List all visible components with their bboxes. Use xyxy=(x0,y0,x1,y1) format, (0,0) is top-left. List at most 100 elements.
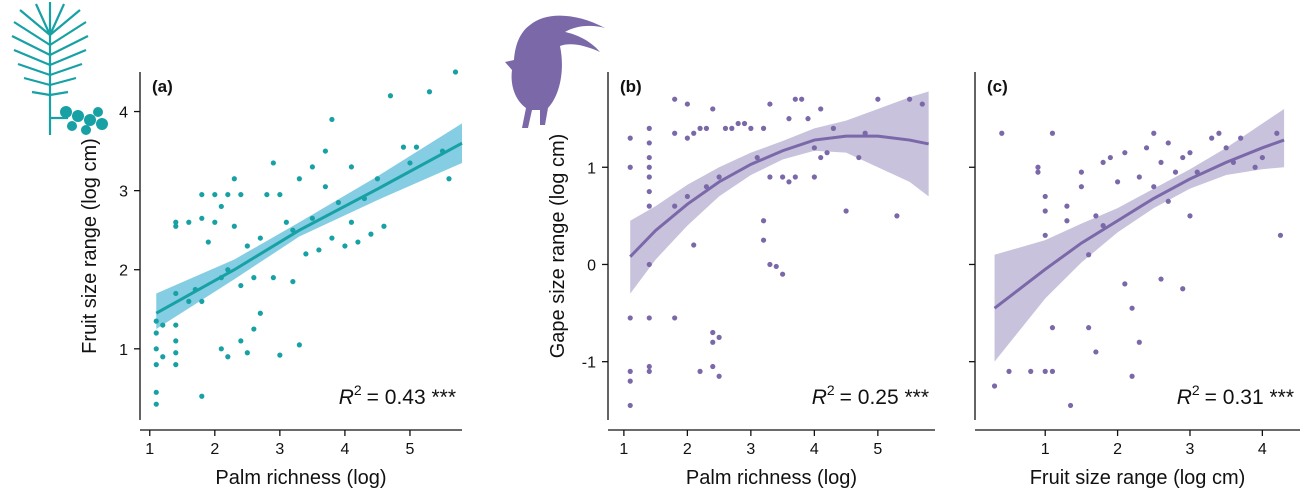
y-tick-label: 1 xyxy=(587,160,596,177)
data-point xyxy=(1158,159,1164,166)
data-point xyxy=(277,352,283,358)
data-point xyxy=(646,368,652,374)
x-axis-title: Fruit size range (log cm) xyxy=(1030,467,1246,489)
data-point xyxy=(760,125,767,131)
data-point xyxy=(296,176,302,182)
data-point xyxy=(1209,135,1215,141)
data-point xyxy=(1086,252,1092,258)
data-point xyxy=(811,145,817,151)
data-point xyxy=(1064,218,1070,224)
data-point xyxy=(1151,130,1157,136)
data-point xyxy=(153,330,159,336)
data-point xyxy=(1086,325,1092,331)
data-point xyxy=(786,116,792,122)
y-axis-title: Gape size range (log cm) xyxy=(547,134,569,359)
data-point xyxy=(1136,174,1142,180)
data-point xyxy=(413,144,420,150)
data-point xyxy=(160,354,166,360)
data-point xyxy=(856,154,862,161)
data-point xyxy=(290,278,296,285)
annotation: R2 = 0.25 *** xyxy=(812,382,929,409)
data-point xyxy=(329,116,335,123)
data-point xyxy=(716,373,722,379)
data-point xyxy=(691,130,697,136)
data-point xyxy=(703,184,710,190)
data-point xyxy=(238,282,244,289)
data-point xyxy=(283,219,289,225)
data-point xyxy=(1238,135,1244,141)
data-point xyxy=(173,338,179,344)
panel-label: (a) xyxy=(152,77,173,96)
y-tick-label: 3 xyxy=(119,184,128,201)
data-point xyxy=(270,275,276,281)
annotation-symbol: R xyxy=(812,386,827,409)
data-point xyxy=(684,135,690,141)
data-point xyxy=(374,176,381,182)
data-point xyxy=(329,235,335,241)
data-point xyxy=(818,106,824,112)
data-point xyxy=(1006,368,1012,374)
data-point xyxy=(1180,286,1186,292)
data-point xyxy=(1049,130,1056,136)
annotation-superscript: 2 xyxy=(354,382,362,398)
data-point xyxy=(767,101,773,107)
data-point xyxy=(1187,150,1193,156)
data-point xyxy=(830,125,837,131)
confidence-band xyxy=(994,108,1285,362)
annotation: R2 = 0.31 *** xyxy=(1177,382,1294,409)
data-point xyxy=(1078,169,1085,175)
data-point xyxy=(792,96,798,102)
data-point xyxy=(1100,222,1106,229)
data-point xyxy=(710,329,716,336)
data-point xyxy=(1049,368,1056,374)
data-point xyxy=(805,116,811,122)
data-point xyxy=(1028,368,1034,374)
data-point xyxy=(387,93,394,99)
data-point xyxy=(672,96,678,102)
data-point xyxy=(231,176,237,182)
data-point xyxy=(153,346,159,352)
x-tick-label: 4 xyxy=(810,441,819,458)
data-point xyxy=(646,140,652,146)
data-point xyxy=(703,125,710,131)
data-point xyxy=(1078,184,1085,190)
data-point xyxy=(991,383,998,389)
x-tick-label: 1 xyxy=(619,441,628,458)
data-point xyxy=(735,120,741,127)
data-point xyxy=(691,242,697,248)
fruit-icon xyxy=(60,106,108,135)
data-point xyxy=(199,298,205,304)
data-point xyxy=(684,193,690,200)
data-point xyxy=(186,298,192,304)
data-point xyxy=(646,125,652,131)
x-axis-title: Palm richness (log) xyxy=(215,467,386,489)
data-point xyxy=(205,239,211,245)
data-point xyxy=(1277,232,1284,238)
data-point xyxy=(875,96,881,102)
data-point xyxy=(1165,198,1171,204)
x-tick-label: 3 xyxy=(1186,441,1195,458)
fit-line xyxy=(155,141,463,315)
data-point xyxy=(786,179,792,185)
y-tick-label: 1 xyxy=(119,342,128,359)
data-point xyxy=(322,184,328,190)
y-tick-label: 4 xyxy=(119,105,128,122)
data-point xyxy=(309,215,315,221)
fit-line xyxy=(993,138,1285,310)
annotation-text: = 0.43 *** xyxy=(367,386,456,409)
x-tick-label: 3 xyxy=(275,441,284,458)
data-point xyxy=(342,243,348,249)
data-point xyxy=(199,191,205,198)
data-point xyxy=(290,227,296,233)
data-point xyxy=(218,346,224,352)
data-point xyxy=(1067,402,1074,409)
data-point xyxy=(1107,154,1113,161)
data-point xyxy=(1042,232,1048,238)
data-point xyxy=(754,154,760,161)
data-point xyxy=(646,174,652,180)
data-point xyxy=(1035,169,1041,175)
panel-label: (b) xyxy=(620,77,642,96)
annotation-text: = 0.25 *** xyxy=(840,386,929,409)
panel-label: (c) xyxy=(987,77,1008,96)
data-point xyxy=(1216,130,1222,136)
